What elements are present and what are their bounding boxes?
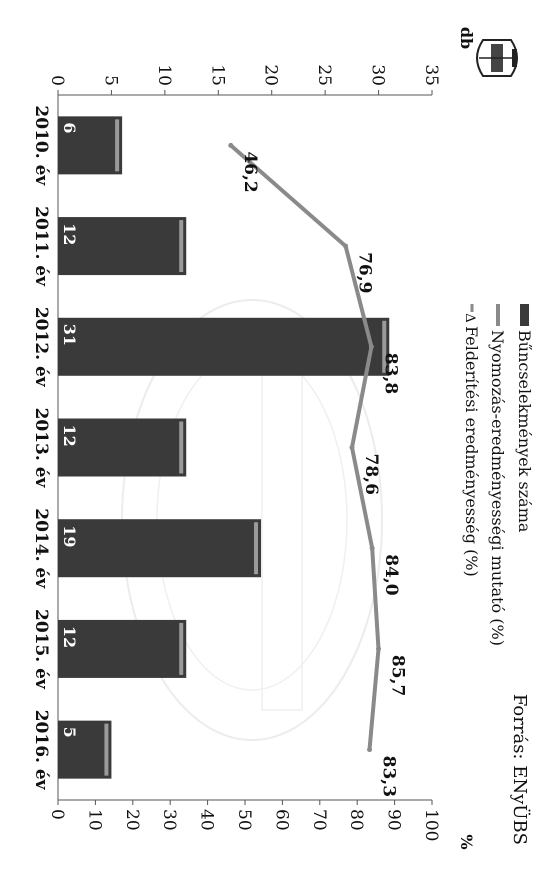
bar-top-highlight — [104, 723, 109, 776]
category-label: 2013. év — [31, 408, 51, 489]
bar-value-label: 19 — [60, 525, 79, 547]
right-axis-tick-label: 80 — [346, 809, 366, 831]
bar-top-highlight — [254, 522, 259, 575]
bar-top-highlight — [179, 622, 184, 675]
line-value-label: 78,6 — [361, 454, 381, 495]
bar-value-label: 6 — [60, 122, 79, 133]
right-axis-tick-label: 0 — [47, 809, 67, 820]
category-axis-labels: 2010. év 2011. év 2012. év 2013. év 2014. év… — [31, 105, 51, 790]
legend-triangle-icon: Δ — [462, 313, 477, 322]
bar-top-highlight — [179, 220, 184, 273]
line-point — [368, 344, 374, 350]
bar-top-highlight — [115, 119, 120, 172]
line-point — [376, 646, 382, 652]
left-axis-tick-label: 0 — [47, 75, 67, 86]
legend-extra-label: Felderítési eredményesség (%) — [462, 326, 481, 577]
line-value-label: 76,9 — [355, 252, 375, 293]
legend-line-label: Nyomozás-eredményességi mutató (%) — [488, 330, 507, 646]
line-value-label: 83,3 — [379, 756, 399, 797]
bar — [58, 317, 390, 376]
source-note: Forrás: ENyÜBS — [509, 694, 532, 845]
category-label: 2015. év — [31, 609, 51, 690]
category-label: 2012. év — [31, 307, 51, 388]
category-label: 2016. év — [31, 710, 51, 791]
bar — [58, 519, 262, 578]
bar-value-label: 12 — [60, 223, 79, 245]
line-point — [369, 545, 375, 551]
line-point — [367, 747, 373, 753]
bar-top-highlight — [179, 421, 184, 474]
category-label: 2014. év — [31, 508, 51, 589]
right-axis-tick-label: 70 — [309, 809, 329, 831]
left-axis-tick-label: 25 — [314, 64, 334, 86]
legend-swatch-bar — [520, 304, 529, 326]
left-axis-unit: db — [457, 27, 476, 49]
right-axis-tick-label: 90 — [384, 809, 404, 831]
left-axis-tick-label: 15 — [207, 64, 227, 86]
category-label: 2010. év — [31, 105, 51, 186]
right-axis-tick-label: 50 — [234, 809, 254, 831]
bar-value-label: 5 — [60, 727, 79, 738]
left-axis-tick-label: 30 — [368, 64, 388, 86]
legend-bar-label: Bűncselekmények száma — [515, 330, 534, 533]
bar — [57, 720, 112, 779]
line-value-label: 46,2 — [240, 151, 260, 192]
right-axis-tick-label: 10 — [84, 809, 104, 831]
police-emblem-logo — [476, 39, 518, 77]
category-label: 2011. év — [31, 206, 51, 287]
right-axis-tick-label: 100 — [421, 809, 441, 841]
right-axis-ticks: 0 10 20 30 40 50 60 70 80 90 100 — [47, 800, 441, 841]
bar-value-label: 12 — [60, 425, 79, 447]
right-axis-tick-label: 30 — [159, 809, 179, 831]
bar-value-label: 12 — [60, 626, 79, 648]
line-series: 46,2 76,9 83,8 78,6 84,0 85,7 83,3 — [228, 142, 408, 797]
left-axis-tick-label: 35 — [421, 64, 441, 86]
left-axis-tick-label: 20 — [261, 64, 281, 86]
left-axis-ticks: 0 5 10 15 20 25 30 35 — [47, 64, 441, 95]
line-point — [228, 142, 234, 148]
line-point — [343, 243, 349, 249]
left-axis-tick-label: 5 — [100, 75, 120, 86]
right-axis-tick-label: 20 — [122, 809, 142, 831]
bar-value-label: 31 — [60, 324, 79, 346]
bar — [58, 217, 187, 276]
left-axis-tick-label: 10 — [154, 64, 174, 86]
bar-series: 6 12 31 12 19 12 5 — [57, 116, 390, 779]
bar — [58, 418, 187, 477]
bar — [58, 619, 187, 678]
legend: Bűncselekmények száma Nyomozás-eredménye… — [462, 304, 534, 646]
line-value-label: 84,0 — [381, 554, 401, 596]
line-point — [349, 445, 355, 450]
line-value-label: 83,8 — [380, 353, 400, 394]
right-axis-unit: % — [457, 834, 476, 849]
bar-top-highlight — [382, 320, 387, 373]
bar — [58, 116, 123, 175]
right-axis-tick-label: 60 — [271, 809, 291, 831]
right-axis-tick-label: 40 — [197, 809, 217, 831]
line-value-label: 85,7 — [388, 655, 408, 696]
